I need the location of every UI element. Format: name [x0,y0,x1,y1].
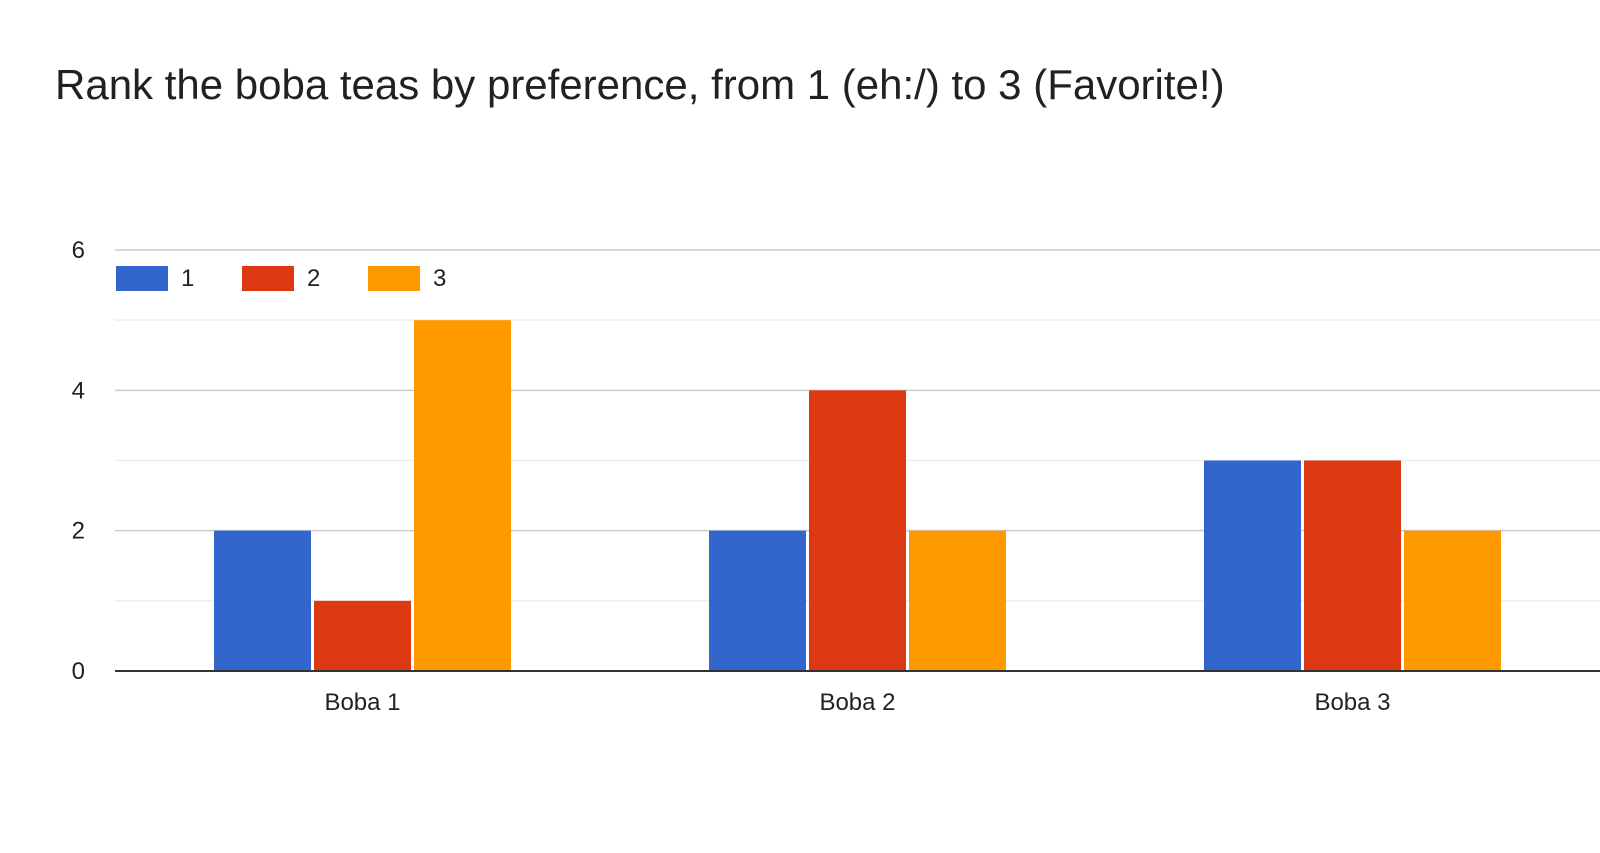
legend-swatch [116,266,168,291]
bar-boba-2-series-3 [909,530,1006,671]
y-tick-label: 6 [72,237,85,264]
axes: 0 2 4 6 Boba 1 Boba 2 Boba 3 [72,237,1600,716]
bar-boba-3-series-2 [1304,460,1401,671]
y-tick-label: 2 [72,518,85,545]
bar-boba-2-series-1 [709,530,806,671]
x-category-label: Boba 3 [1314,689,1390,716]
bars [214,320,1501,671]
bar-boba-3-series-1 [1204,460,1301,671]
legend-swatch [242,266,294,291]
bar-boba-1-series-3 [414,320,511,671]
legend-swatch [368,266,420,291]
legend-label: 3 [433,265,446,292]
legend-label: 2 [307,265,320,292]
bar-boba-1-series-2 [314,600,411,671]
y-tick-label: 4 [72,377,85,404]
legend-label: 1 [181,265,194,292]
x-category-label: Boba 1 [324,689,400,716]
y-tick-label: 0 [72,658,85,685]
bar-boba-3-series-3 [1404,530,1501,671]
bar-boba-1-series-1 [214,530,311,671]
legend: 1 2 3 [116,265,446,292]
bar-boba-2-series-2 [809,390,906,671]
chart-title: Rank the boba teas by preference, from 1… [55,61,1225,108]
x-category-label: Boba 2 [819,689,895,716]
